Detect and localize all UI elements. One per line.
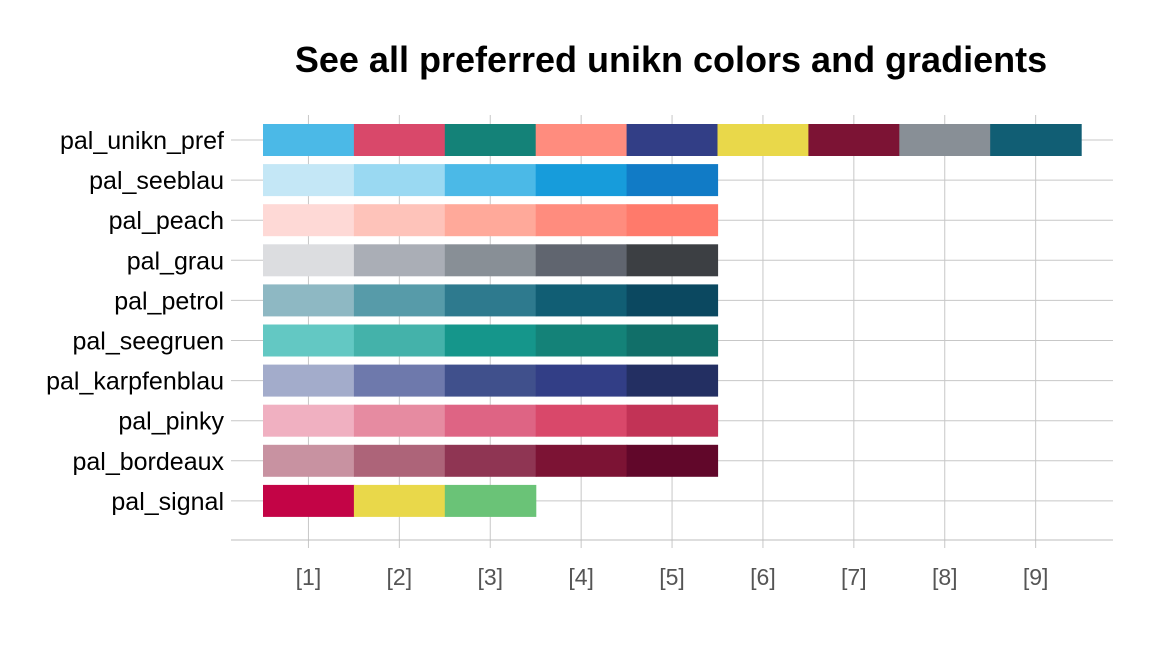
palette-label-pal_seeblau: pal_seeblau [89, 167, 224, 195]
tile-pal_pinky-3 [444, 404, 537, 437]
x-tick-label-5: [5] [659, 564, 685, 590]
tile-pal_pinky-4 [535, 404, 628, 437]
tile-pal_unikn_pref-4 [535, 124, 628, 156]
tile-pal_pinky-1 [263, 404, 355, 437]
tile-pal_unikn_pref-9 [990, 124, 1082, 156]
palette-label-pal_karpfenblau: pal_karpfenblau [46, 368, 224, 396]
tile-pal_pinky-2 [353, 404, 446, 437]
x-tick-label-8: [8] [932, 564, 958, 590]
x-tick-label-7: [7] [841, 564, 867, 590]
tile-pal_bordeaux-3 [444, 444, 537, 477]
tile-pal_seeblau-2 [353, 164, 446, 197]
color-tiles [263, 124, 1082, 517]
tile-pal_unikn_pref-5 [626, 124, 719, 156]
tile-pal_grau-4 [535, 244, 628, 277]
tile-pal_seeblau-4 [535, 164, 628, 197]
tile-pal_seegruen-2 [353, 324, 446, 357]
tile-pal_petrol-4 [535, 284, 628, 317]
tile-pal_karpfenblau-1 [263, 364, 355, 397]
palette-labels: pal_unikn_pref pal_seeblau pal_peach pal_gr… [46, 127, 224, 516]
tile-pal_petrol-3 [444, 284, 537, 317]
tile-pal_petrol-5 [626, 284, 719, 317]
tile-pal_grau-3 [444, 244, 537, 277]
palette-label-pal_grau: pal_grau [127, 247, 224, 275]
palette-label-pal_unikn_pref: pal_unikn_pref [60, 127, 224, 155]
palette-label-pal_seegruen: pal_seegruen [72, 328, 224, 356]
tile-pal_unikn_pref-1 [263, 124, 355, 156]
tile-pal_peach-1 [263, 204, 355, 237]
tile-pal_karpfenblau-4 [535, 364, 628, 397]
tile-pal_signal-1 [263, 484, 355, 517]
tile-pal_grau-1 [263, 244, 355, 277]
x-tick-label-3: [3] [477, 564, 503, 590]
palette-label-pal_peach: pal_peach [109, 207, 224, 235]
tile-pal_seegruen-4 [535, 324, 628, 357]
tile-pal_grau-5 [626, 244, 719, 277]
palette-label-pal_signal: pal_signal [111, 488, 224, 516]
tile-pal_karpfenblau-5 [626, 364, 719, 397]
tile-pal_seegruen-3 [444, 324, 537, 357]
tile-pal_peach-5 [626, 204, 719, 237]
tile-pal_bordeaux-2 [353, 444, 446, 477]
tile-pal_unikn_pref-3 [444, 124, 537, 156]
tile-pal_seeblau-3 [444, 164, 537, 197]
palette-label-pal_bordeaux: pal_bordeaux [72, 448, 224, 476]
tile-pal_peach-4 [535, 204, 628, 237]
tile-pal_peach-2 [353, 204, 446, 237]
x-tick-label-6: [6] [750, 564, 776, 590]
tile-pal_signal-3 [444, 484, 537, 517]
tile-pal_seegruen-1 [263, 324, 355, 357]
x-tick-label-4: [4] [568, 564, 594, 590]
palette-label-pal_pinky: pal_pinky [118, 408, 224, 436]
tile-pal_karpfenblau-3 [444, 364, 537, 397]
tile-pal_karpfenblau-2 [353, 364, 446, 397]
tile-pal_bordeaux-4 [535, 444, 628, 477]
x-tick-labels: [1] [2] [3] [4] [5] [6] [7] [8] [9] [296, 564, 1049, 590]
tile-pal_seeblau-5 [626, 164, 719, 197]
tile-pal_seeblau-1 [263, 164, 355, 197]
tile-pal_petrol-1 [263, 284, 355, 317]
tile-pal_bordeaux-1 [263, 444, 355, 477]
tile-pal_signal-2 [353, 484, 446, 517]
chart-title: See all preferred unikn colors and gradi… [295, 39, 1047, 80]
tile-pal_petrol-2 [353, 284, 446, 317]
tile-pal_unikn_pref-6 [717, 124, 809, 156]
tile-pal_peach-3 [444, 204, 537, 237]
tile-pal_seegruen-5 [626, 324, 719, 357]
palette-label-pal_petrol: pal_petrol [114, 287, 224, 315]
tile-pal_pinky-5 [626, 404, 719, 437]
x-tick-label-1: [1] [296, 564, 322, 590]
tile-pal_unikn_pref-7 [808, 124, 900, 156]
x-tick-label-2: [2] [387, 564, 413, 590]
tile-pal_unikn_pref-8 [899, 124, 991, 156]
tile-pal_bordeaux-5 [626, 444, 719, 477]
tile-pal_grau-2 [353, 244, 446, 277]
x-tick-label-9: [9] [1023, 564, 1049, 590]
tile-pal_unikn_pref-2 [353, 124, 446, 156]
